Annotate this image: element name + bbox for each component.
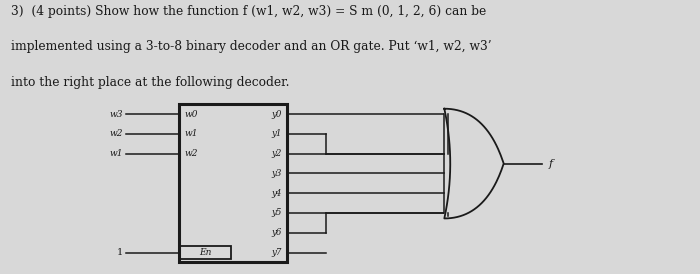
Text: En: En [199,248,211,257]
Text: implemented using a 3-to-8 binary decoder and an OR gate. Put ‘w1, w2, w3’: implemented using a 3-to-8 binary decode… [11,40,492,53]
Text: into the right place at the following decoder.: into the right place at the following de… [11,76,290,89]
Text: w1: w1 [109,149,123,158]
Text: f: f [549,159,553,169]
Text: 3)  (4 points) Show how the function f (w1, w2, w3) = S m (0, 1, 2, 6) can be: 3) (4 points) Show how the function f (w… [11,5,486,18]
Bar [178,246,231,259]
Text: w0: w0 [184,110,198,119]
Text: 1: 1 [117,248,123,257]
Text: w2: w2 [184,149,198,158]
Text: w2: w2 [109,129,123,138]
Text: y0: y0 [271,110,281,119]
Text: y5: y5 [271,209,281,218]
Text: w3: w3 [109,110,123,119]
Polygon shape [444,109,504,218]
Text: y4: y4 [271,189,281,198]
Text: y3: y3 [271,169,281,178]
Text: y1: y1 [271,129,281,138]
Text: w1: w1 [184,129,198,138]
Text: y6: y6 [271,228,281,237]
Text: y7: y7 [271,248,281,257]
Bar [178,104,287,262]
Text: y2: y2 [271,149,281,158]
